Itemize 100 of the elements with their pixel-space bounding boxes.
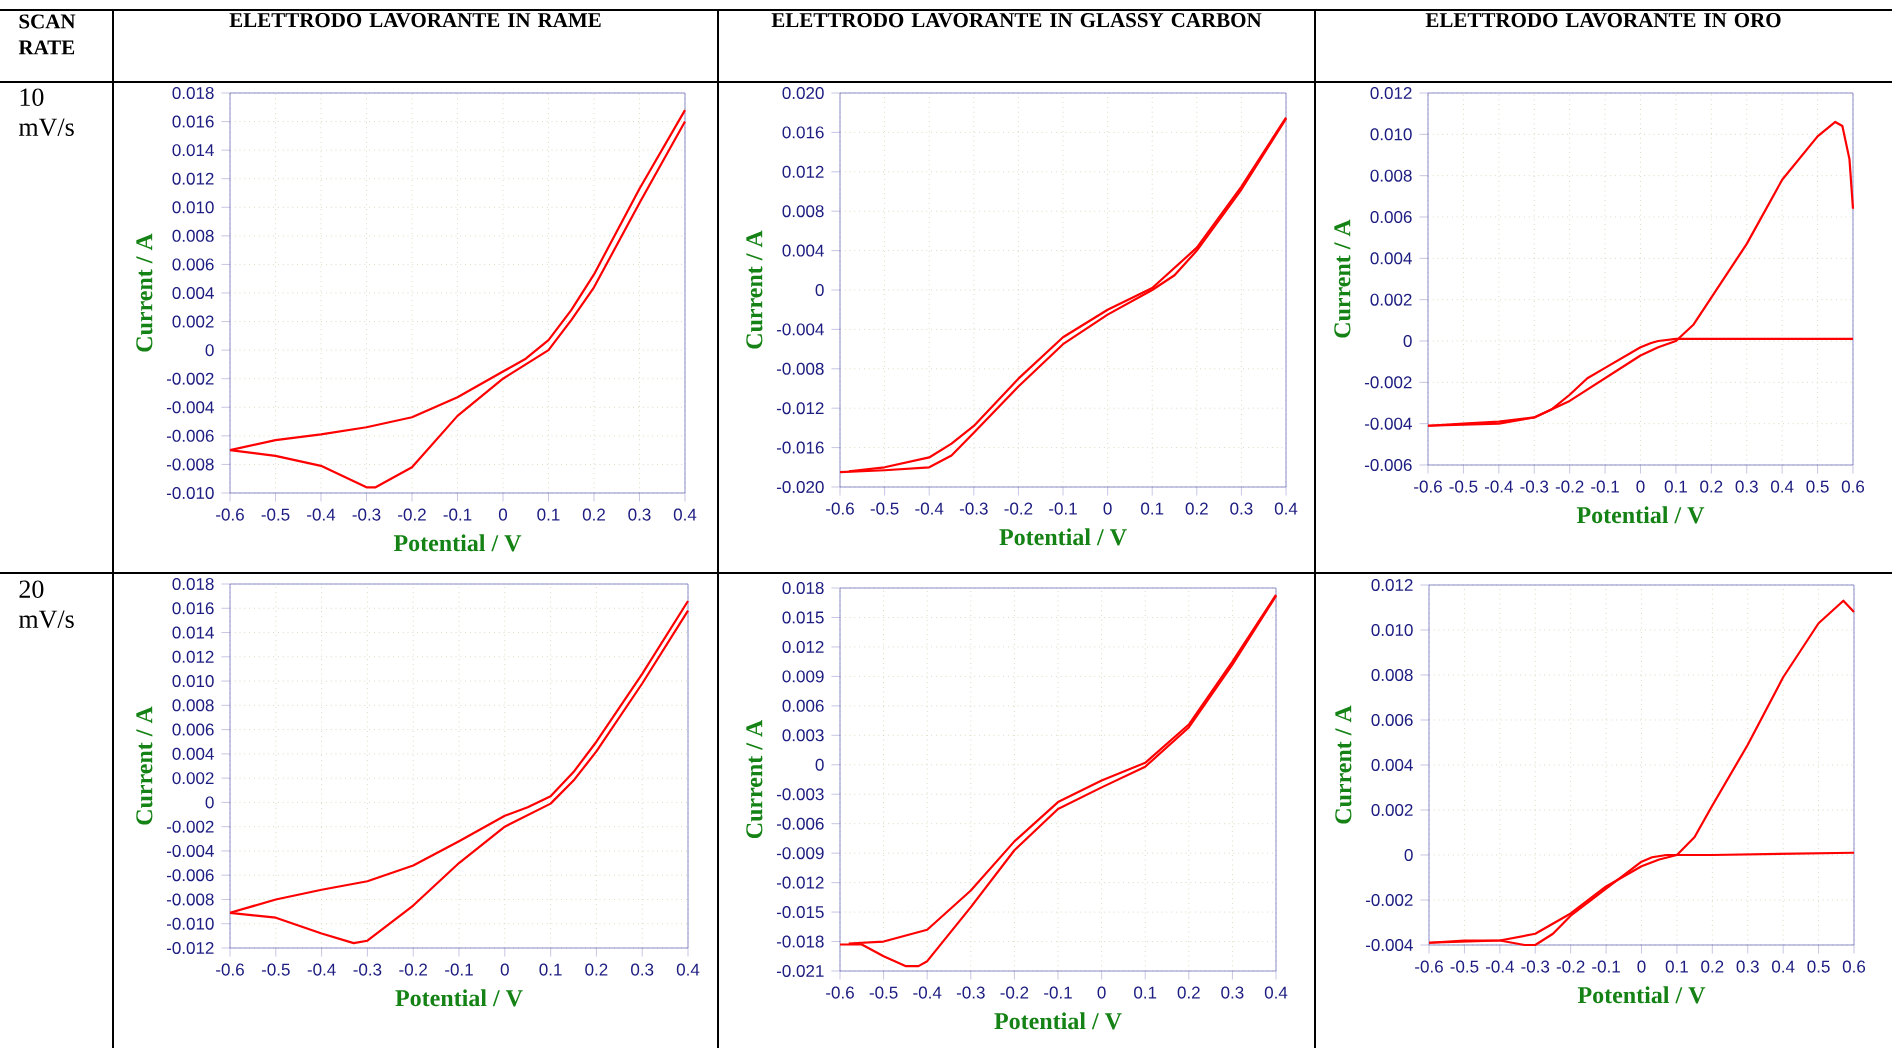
y-tick-label: -0.021 [776, 964, 824, 978]
y-tick-label: 0.002 [1371, 803, 1413, 817]
x-tick-label: -0.6 [216, 508, 244, 521]
y-tick-label: 0.004 [172, 286, 214, 300]
x-tick-label: 0.4 [1264, 986, 1288, 999]
x-tick-label: -0.3 [352, 508, 381, 521]
x-tick-label: 0.2 [585, 963, 608, 976]
y-tick-label: 0.016 [172, 115, 214, 128]
x-tick-label: -0.2 [1556, 960, 1585, 973]
y-tick-label: -0.010 [166, 486, 214, 500]
x-tick-label: -0.6 [216, 963, 244, 976]
y-tick-label: 0.008 [172, 229, 214, 242]
x-axis-title: Potential / V [393, 534, 522, 552]
text: 20 mV/s [18, 580, 74, 629]
x-tick-label: 0.3 [1736, 960, 1759, 973]
y-tick-label: -0.002 [1364, 376, 1412, 389]
y-tick-label: -0.002 [166, 820, 214, 833]
x-tick-label: 0.3 [628, 508, 651, 521]
y-axis-title: Current / A [1335, 705, 1352, 824]
x-tick-label: -0.2 [398, 508, 426, 521]
y-tick-label: -0.012 [166, 941, 214, 955]
y-tick-label: 0.010 [172, 675, 214, 688]
x-tick-label: 0 [1637, 960, 1646, 973]
y-tick-label: 0.004 [782, 244, 824, 257]
x-tick-label: 0.2 [1177, 986, 1200, 999]
x-tick-label: 0 [1097, 986, 1106, 999]
x-tick-label: -0.3 [1521, 960, 1550, 973]
y-tick-label: 0 [205, 344, 214, 357]
y-tick-label: 0 [1404, 848, 1413, 862]
x-tick-label: 0 [1636, 480, 1645, 493]
x-tick-label: 0.1 [539, 963, 562, 976]
chart-title: ELETTRODO LAVORANTE IN GLASSY CARBON [771, 13, 1262, 28]
y-tick-label: 0.008 [1370, 169, 1412, 182]
x-tick-label: -0.5 [870, 502, 899, 515]
y-tick-label: 0.006 [172, 723, 214, 736]
y-tick-label: 0.012 [782, 165, 824, 178]
y-tick-label: -0.002 [1365, 893, 1413, 907]
y-tick-label: 0.018 [172, 578, 214, 591]
x-tick-label: -0.5 [261, 963, 290, 976]
y-tick-label: -0.008 [776, 362, 824, 375]
y-axis-title: Current / A [746, 719, 763, 839]
text: 10 mV/s [18, 88, 74, 137]
y-tick-label: -0.018 [776, 935, 824, 948]
y-axis-title: Current / A [1334, 219, 1351, 338]
x-tick-label: -0.1 [1592, 960, 1620, 973]
y-tick-label: 0.004 [1371, 758, 1413, 772]
x-tick-label: -0.6 [826, 502, 854, 515]
x-tick-label: 0.2 [582, 508, 605, 521]
y-tick-label: 0.002 [172, 315, 214, 328]
y-tick-label: -0.004 [776, 323, 824, 336]
x-axis-title: Potential / V [395, 989, 523, 1007]
x-axis-title: Potential / V [999, 528, 1127, 546]
y-tick-label: 0 [815, 284, 824, 297]
x-tick-label: 0.2 [1701, 960, 1724, 973]
x-tick-label: 0.4 [676, 963, 700, 976]
chart-title: ELETTRODO LAVORANTE IN RAME [229, 13, 601, 28]
y-tick-label: 0 [205, 796, 214, 809]
x-tick-label: 0.5 [1806, 480, 1829, 493]
y-tick-label: -0.016 [776, 441, 824, 454]
y-tick-label: -0.006 [1364, 458, 1412, 472]
x-tick-label: -0.5 [869, 986, 898, 999]
y-axis-title: Current / A [136, 706, 153, 825]
y-tick-label: 0.020 [782, 87, 824, 100]
y-tick-label: -0.008 [166, 458, 214, 471]
x-tick-label: 0.3 [1735, 480, 1758, 493]
x-tick-label: 0.1 [1664, 480, 1687, 493]
x-tick-label: 0.2 [1700, 480, 1723, 493]
x-tick-label: -0.3 [959, 502, 988, 515]
y-tick-label: 0.014 [172, 626, 214, 639]
x-tick-label: 0.2 [1185, 502, 1208, 515]
y-tick-label: 0.015 [782, 611, 824, 624]
x-tick-label: -0.2 [1555, 480, 1584, 493]
y-axis-title: Current / A [136, 233, 153, 352]
x-tick-label: 0.6 [1841, 480, 1865, 493]
x-tick-label: -0.6 [826, 986, 854, 999]
y-tick-label: 0.010 [172, 201, 214, 214]
chart-title: ELETTRODO LAVORANTE IN ORO [1425, 13, 1781, 28]
x-tick-label: -0.3 [956, 986, 985, 999]
y-tick-label: 0.008 [1371, 668, 1413, 682]
y-tick-label: 0.012 [172, 172, 214, 185]
x-tick-label: -0.4 [307, 508, 336, 521]
x-tick-label: -0.1 [1044, 986, 1072, 999]
x-tick-label: 0.1 [1134, 986, 1157, 999]
x-tick-label: -0.4 [913, 986, 942, 999]
x-tick-label: -0.1 [443, 508, 472, 521]
y-tick-label: 0.012 [1371, 578, 1413, 592]
x-tick-label: 0.4 [673, 508, 697, 521]
y-tick-label: -0.012 [776, 402, 824, 415]
y-tick-label: 0.004 [1370, 252, 1412, 265]
y-tick-label: 0.006 [172, 258, 214, 271]
x-tick-label: 0.6 [1842, 960, 1866, 973]
y-tick-label: 0 [815, 758, 824, 771]
x-axis-title: Potential / V [1577, 986, 1706, 1004]
y-tick-label: -0.010 [166, 917, 214, 930]
x-tick-label: -0.5 [1450, 960, 1479, 973]
y-tick-label: -0.004 [1364, 417, 1412, 430]
y-tick-label: 0.012 [782, 640, 824, 653]
x-tick-label: -0.1 [1591, 480, 1619, 493]
y-tick-label: -0.006 [166, 869, 214, 882]
x-tick-label: -0.5 [1449, 480, 1478, 493]
